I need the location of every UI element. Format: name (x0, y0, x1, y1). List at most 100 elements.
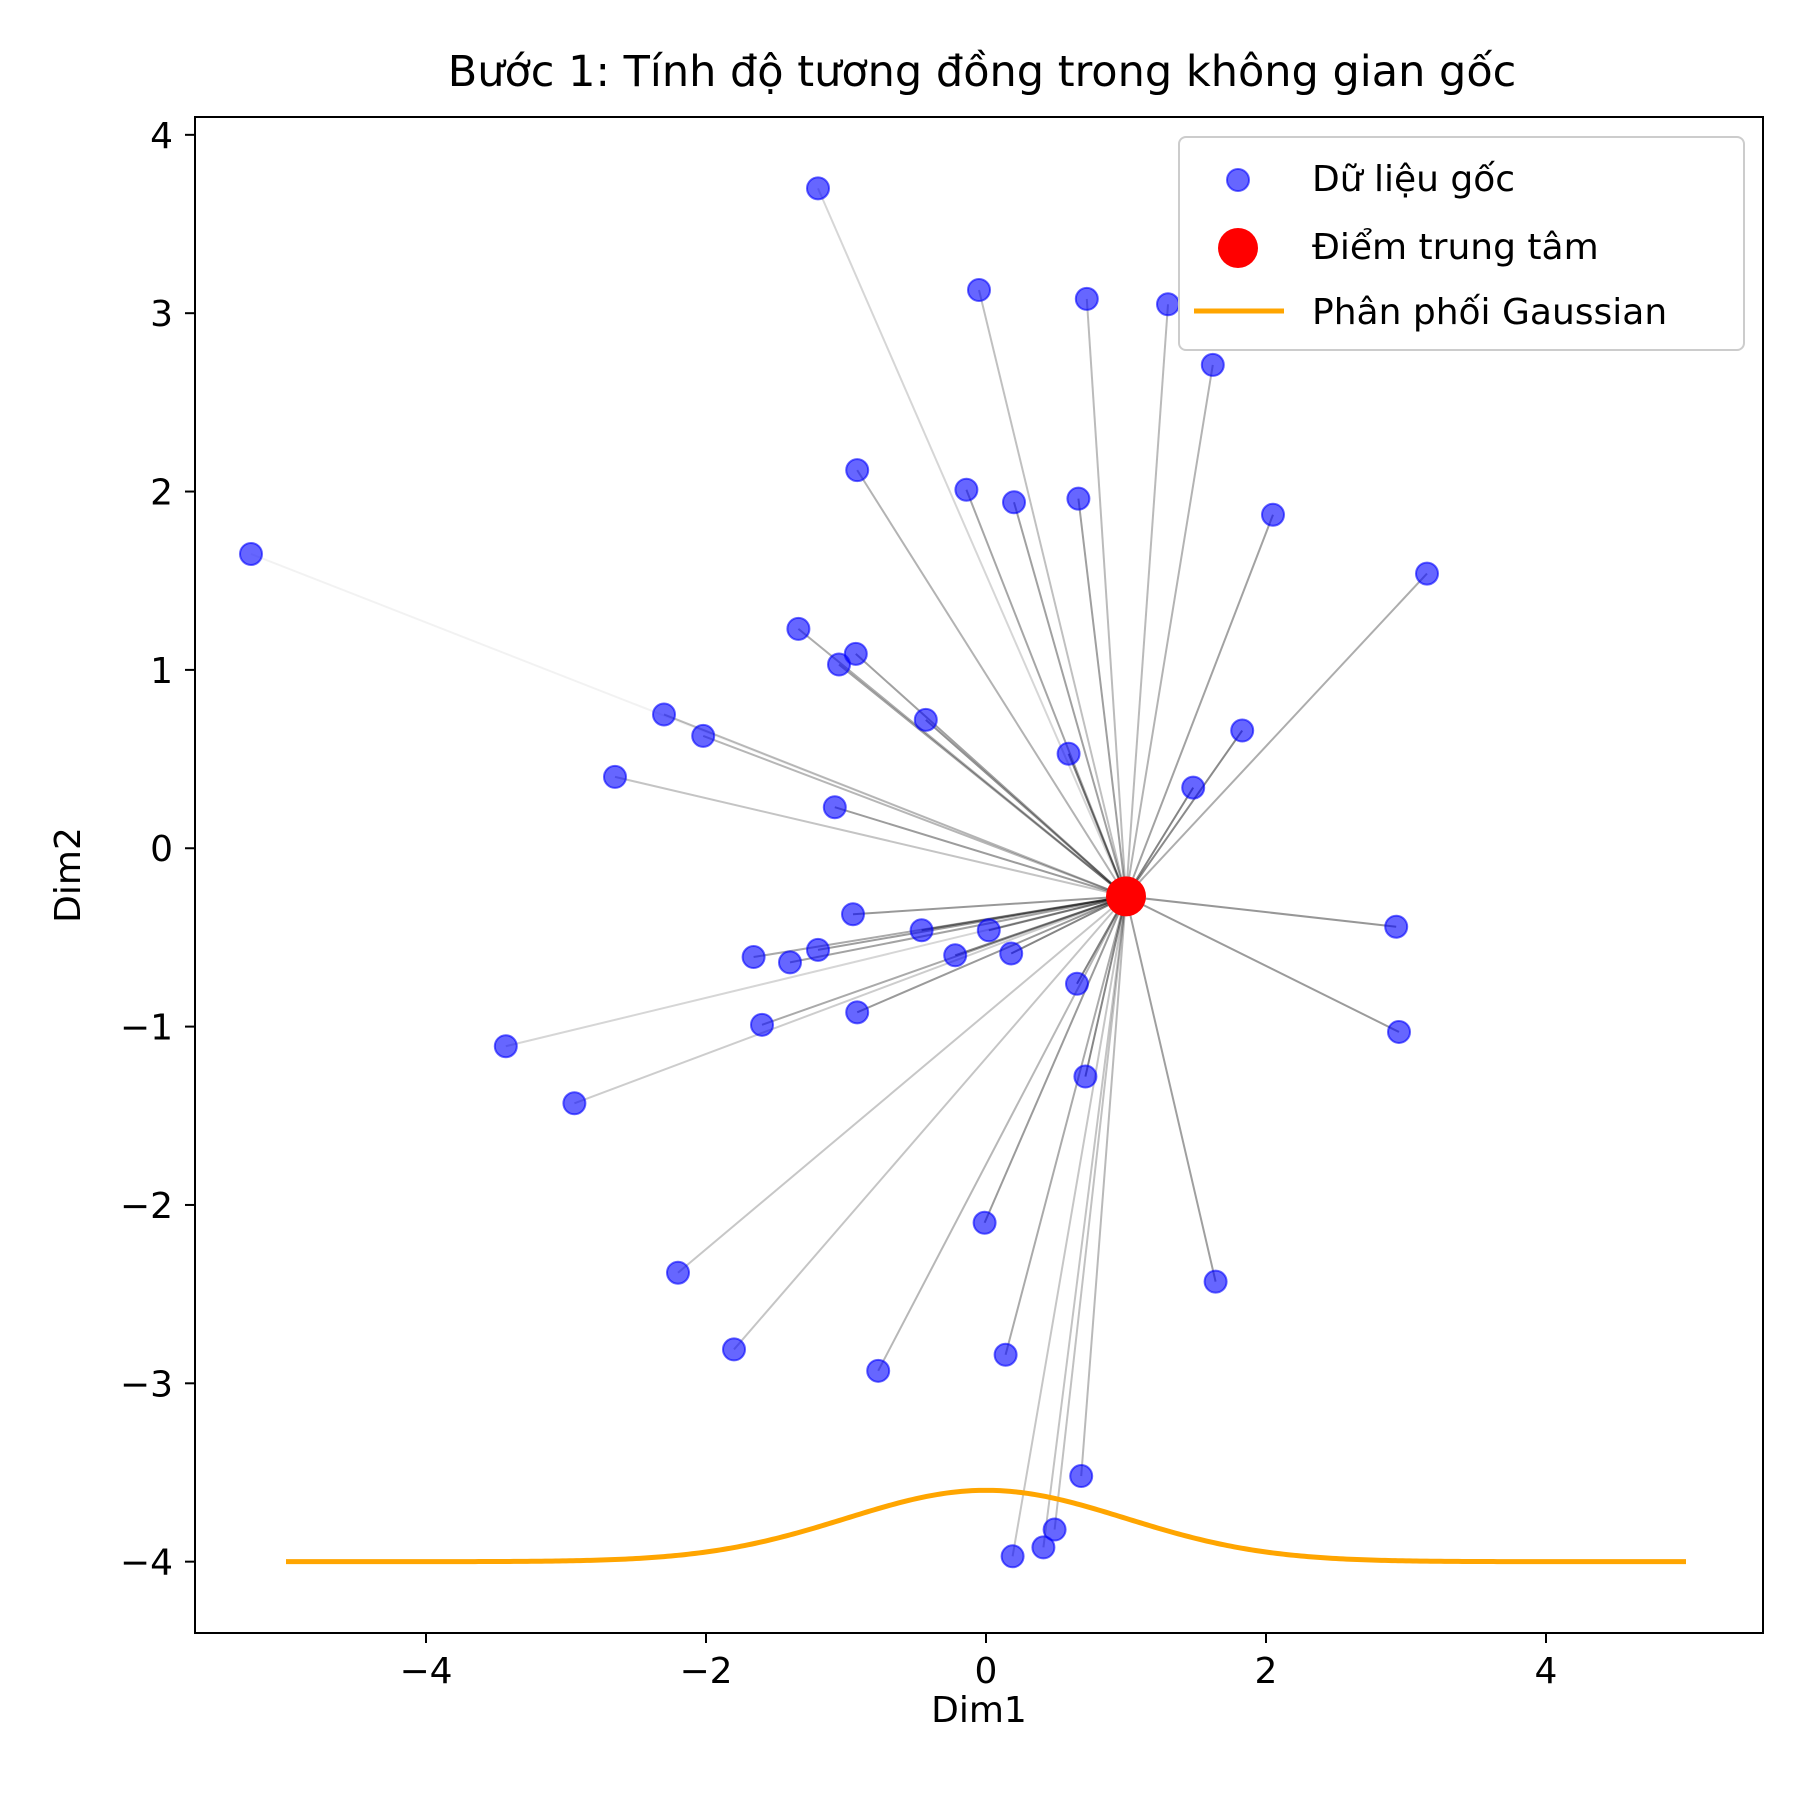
similarity-line (838, 663, 1127, 898)
data-point (1415, 561, 1439, 586)
data-point (827, 652, 851, 677)
data-point (691, 723, 716, 748)
similarity-line (761, 895, 1127, 1026)
similarity-lines (250, 187, 1428, 1557)
similarity-line (817, 187, 1127, 897)
similarity-line (834, 806, 1127, 898)
similarity-line (1085, 298, 1127, 897)
similarity-line (1125, 364, 1214, 897)
similarity-line (1125, 514, 1274, 897)
similarity-line (574, 895, 1127, 1105)
legend-frame (1178, 136, 1745, 351)
similarity-line (1011, 896, 1127, 1557)
data-point (1066, 486, 1091, 511)
similarity-line (663, 713, 1127, 898)
data-point (866, 1358, 891, 1383)
data-point (1387, 1019, 1411, 1044)
center-point-group (1106, 876, 1146, 917)
data-point (1031, 1535, 1056, 1560)
data-point (1230, 718, 1255, 743)
data-point (741, 945, 766, 970)
similarity-line (988, 895, 1127, 932)
legend-marker-data (1226, 168, 1250, 192)
similarity-line (925, 719, 1127, 898)
data-point (750, 1012, 774, 1037)
data-point (666, 1260, 690, 1285)
y-tick-label: 4 (150, 116, 173, 157)
data-point (1073, 1064, 1098, 1089)
y-tick-label: 2 (150, 473, 173, 514)
data-points (239, 176, 1439, 1569)
data-point (786, 616, 811, 641)
x-tick-label: −4 (399, 1651, 452, 1692)
similarity-line (789, 895, 1127, 964)
data-point (1065, 971, 1089, 996)
similarity-line (1080, 896, 1127, 1477)
similarity-line (1125, 787, 1195, 897)
similarity-line (965, 489, 1127, 897)
x-axis-ticks: −4 −2 0 2 4 (399, 1633, 1557, 1692)
similarity-line (1010, 895, 1127, 955)
chart-title: Bước 1: Tính độ tương đồng trong không g… (448, 47, 1517, 97)
data-point (967, 278, 991, 303)
data-point (822, 795, 847, 820)
similarity-line (250, 553, 1127, 898)
data-point (806, 176, 830, 201)
data-point (1384, 914, 1409, 939)
similarity-line (817, 895, 1127, 951)
similarity-line (702, 734, 1127, 898)
legend-label-data: Dữ liệu gốc (1312, 159, 1515, 200)
legend: Dữ liệu gốc Điểm trung tâm Phân phối Gau… (1178, 136, 1745, 351)
data-point (845, 458, 870, 483)
similarity-line (978, 289, 1127, 897)
similarity-line (954, 895, 1127, 957)
data-point (841, 902, 865, 927)
similarity-line (797, 628, 1127, 898)
x-tick-label: −2 (679, 1651, 732, 1692)
similarity-line (677, 895, 1127, 1274)
similarity-line (1125, 304, 1169, 897)
center-point (1106, 876, 1146, 917)
similarity-line (733, 895, 1127, 1351)
data-point (1042, 1517, 1067, 1542)
y-tick-label: −2 (120, 1186, 173, 1227)
similarity-line (983, 896, 1127, 1224)
similarity-line (921, 895, 1127, 932)
data-point (1000, 1544, 1025, 1569)
legend-label-center: Điểm trung tâm (1312, 227, 1599, 268)
data-point (843, 641, 868, 666)
similarity-line (1053, 896, 1127, 1530)
data-point (1056, 741, 1081, 766)
y-tick-label: −1 (120, 1008, 173, 1049)
similarity-line (1084, 896, 1127, 1077)
y-axis-label: Dim2 (48, 827, 89, 923)
gaussian-curve-group (286, 1487, 1686, 1565)
y-tick-label: −4 (120, 1543, 173, 1584)
data-point (1069, 1464, 1094, 1489)
similarity-line (1004, 896, 1127, 1356)
similarity-line (856, 469, 1127, 897)
data-point (909, 918, 934, 943)
data-point (652, 702, 676, 727)
data-point (722, 1337, 746, 1362)
x-tick-label: 2 (1255, 1651, 1278, 1692)
data-point (1002, 490, 1026, 515)
data-point (954, 477, 979, 502)
similarity-line (1013, 501, 1127, 897)
similarity-line (1125, 895, 1400, 1033)
similarity-line (1125, 729, 1244, 897)
data-point (993, 1342, 1018, 1367)
y-tick-label: 3 (150, 294, 173, 335)
data-point (976, 918, 1001, 943)
similarity-line (1077, 498, 1127, 897)
similarity-line (614, 775, 1127, 898)
data-point (972, 1210, 997, 1235)
data-point (778, 950, 802, 975)
similarity-line (505, 895, 1127, 1048)
similarity-line (856, 895, 1127, 1014)
data-point (1203, 1269, 1228, 1294)
legend-marker-center (1218, 228, 1258, 268)
data-point (806, 937, 830, 962)
similarity-line (1125, 895, 1397, 928)
plot-frame (194, 116, 1764, 1634)
